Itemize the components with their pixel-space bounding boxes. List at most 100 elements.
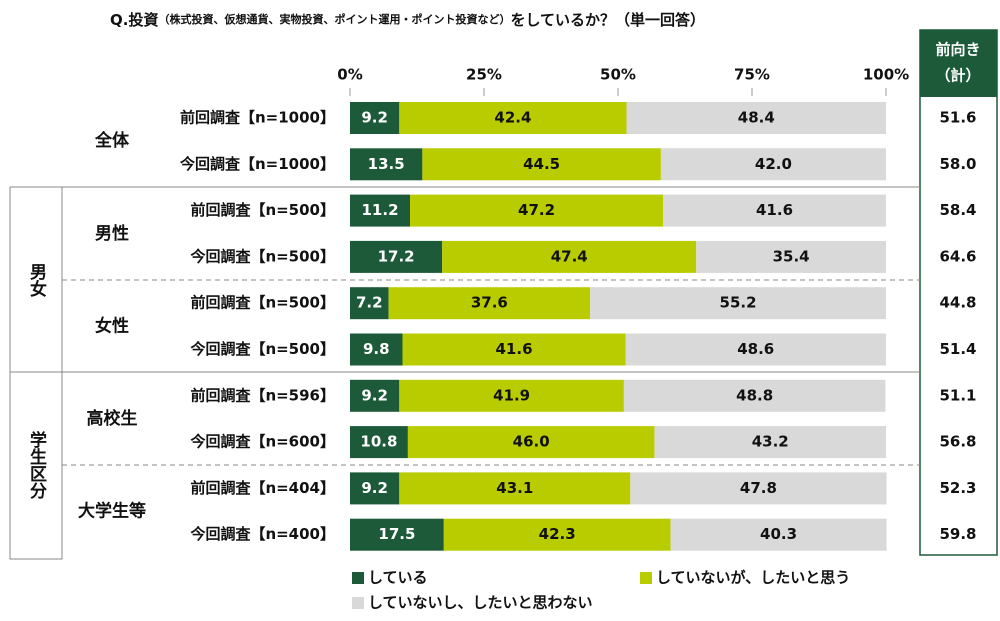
data-label: 13.5	[368, 155, 405, 173]
total-label: 56.8	[939, 433, 976, 451]
x-tick-label: 0%	[337, 66, 362, 84]
data-label: 47.2	[518, 201, 555, 219]
legend-label: していないが、したいと思う	[656, 569, 850, 587]
legend-label: していないし、したいと思わない	[368, 594, 593, 612]
bar-segment	[630, 472, 887, 505]
bar-segment	[399, 102, 627, 134]
bar-segment	[654, 426, 886, 459]
data-label: 48.8	[736, 386, 773, 404]
total-label: 52.3	[939, 479, 976, 497]
subgroup-label: 男性	[95, 223, 129, 244]
total-label: 51.6	[939, 109, 976, 127]
bar-segment	[350, 287, 389, 320]
data-label: 41.9	[493, 386, 530, 404]
totals-header: 前向き	[935, 41, 980, 59]
row-label: 前回調査【n=404】	[190, 479, 335, 497]
bar-segment	[623, 379, 886, 412]
data-label: 41.6	[496, 340, 533, 358]
data-label: 42.0	[755, 155, 792, 173]
x-tick-label: 50%	[600, 66, 636, 84]
total-label: 58.0	[939, 155, 976, 173]
row-label: 今回調査【n=1000】	[179, 155, 335, 173]
bar-segment	[670, 518, 887, 551]
total-label: 59.8	[939, 525, 976, 543]
outer-group-label: 学生区分	[26, 430, 47, 500]
total-label: 51.1	[939, 386, 976, 404]
data-label: 47.4	[551, 247, 588, 265]
data-label: 9.2	[361, 109, 388, 127]
bar-segment	[350, 148, 423, 181]
outer-group-box	[9, 186, 63, 560]
bar-segment	[402, 333, 626, 366]
data-label: 46.0	[513, 433, 550, 451]
data-label: 10.8	[360, 433, 397, 451]
row-label: 今回調査【n=500】	[189, 247, 335, 265]
data-label: 40.3	[760, 525, 797, 543]
row-label: 今回調査【n=400】	[189, 525, 335, 543]
data-label: 11.2	[362, 201, 399, 219]
bar-segment	[660, 148, 886, 181]
bar-segment	[350, 194, 411, 227]
bar-segment	[422, 148, 661, 181]
total-label: 64.6	[939, 247, 976, 265]
chart-title: Q.投資（株式投資、仮想通貨、実物投資、ポイント運用・ポイント投資など）をしてい…	[110, 11, 705, 29]
bar-segment	[350, 333, 403, 366]
title-part: Q.投資	[110, 11, 158, 29]
totals-header-bg	[920, 30, 997, 97]
bar-segment	[350, 426, 408, 459]
subgroup-label: 大学生等	[78, 501, 146, 522]
bar-segment	[350, 102, 400, 134]
data-label: 42.4	[494, 109, 531, 127]
data-label: 9.2	[361, 479, 388, 497]
data-label: 48.4	[738, 109, 775, 127]
totals-header: （計）	[935, 67, 980, 85]
bar-segment	[350, 240, 443, 273]
data-label: 37.6	[471, 294, 508, 312]
bar-segment	[388, 287, 591, 320]
data-label: 42.3	[539, 525, 576, 543]
x-tick-label: 75%	[734, 66, 770, 84]
bar-segment	[443, 518, 671, 551]
data-label: 55.2	[720, 294, 757, 312]
total-label: 51.4	[939, 340, 976, 358]
title-part: （株式投資、仮想通貨、実物投資、ポイント運用・ポイント投資など）	[158, 12, 510, 26]
data-label: 7.2	[356, 294, 383, 312]
data-label: 48.6	[737, 340, 774, 358]
bar-segment	[625, 333, 886, 366]
legend-label: している	[368, 569, 428, 587]
bar-segment	[663, 194, 886, 227]
row-label: 今回調査【n=600】	[189, 433, 335, 451]
bar-segment	[350, 472, 400, 505]
bar-segment	[442, 240, 697, 273]
data-label: 9.8	[363, 340, 390, 358]
bar-segment	[410, 194, 664, 227]
total-label: 58.4	[939, 201, 976, 219]
row-label: 今回調査【n=500】	[189, 340, 335, 358]
data-label: 44.5	[523, 155, 560, 173]
row-label: 前回調査【n=1000】	[180, 109, 335, 127]
x-tick-label: 25%	[466, 66, 502, 84]
title-part: をしているか？（単一回答）	[510, 11, 705, 29]
data-label: 17.5	[378, 525, 415, 543]
data-label: 9.2	[361, 386, 388, 404]
row-label: 前回調査【n=596】	[190, 386, 335, 404]
total-label: 44.8	[939, 294, 976, 312]
data-label: 17.2	[378, 247, 415, 265]
bar-segment	[696, 240, 886, 273]
x-tick-label: 100%	[863, 66, 909, 84]
subgroup-label: 高校生	[87, 408, 138, 429]
subgroup-label: 女性	[95, 315, 129, 336]
data-label: 47.8	[740, 479, 777, 497]
outer-group-label: 男女	[26, 263, 47, 298]
bar-segment	[590, 287, 886, 320]
legend-swatch	[352, 572, 364, 584]
data-label: 43.1	[496, 479, 533, 497]
bar-segment	[407, 426, 655, 459]
row-label: 前回調査【n=500】	[190, 201, 335, 219]
bar-segment	[399, 379, 624, 412]
bar-segment	[350, 379, 400, 412]
data-label: 35.4	[773, 247, 810, 265]
bar-segment	[626, 102, 886, 134]
bar-segment	[399, 472, 631, 505]
